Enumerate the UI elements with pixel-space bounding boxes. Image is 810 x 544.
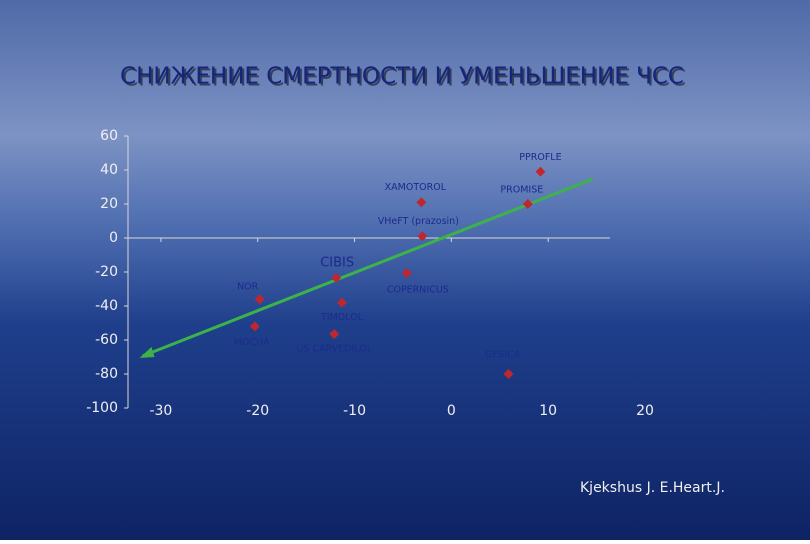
point [254, 294, 265, 305]
point-label: COPERNICUS [387, 285, 449, 296]
point-label: US CARVEDILOL [296, 344, 372, 355]
point-label: XAMOTOROL [385, 182, 447, 193]
point-label: PPROFLE [519, 152, 561, 163]
x-tick-label: -20 [246, 403, 269, 419]
x-tick-label: 10 [539, 403, 557, 419]
point [337, 297, 347, 308]
point-label: GESICA [485, 350, 521, 361]
point-label: MOCHA [234, 337, 270, 348]
point [329, 329, 340, 339]
y-tick-label: 40 [100, 162, 118, 178]
point [535, 166, 546, 177]
point [249, 321, 260, 332]
x-tick-label: -10 [343, 403, 366, 419]
x-tick-label: 0 [447, 403, 456, 419]
y-tick-label: -60 [95, 332, 118, 348]
point-label: CIBIS [320, 255, 354, 270]
point [331, 273, 342, 283]
trend-arrow [139, 346, 155, 358]
point-label: NOR [237, 282, 259, 293]
source: Kjekshus J. E.Heart.J. [580, 480, 725, 496]
x-tick-label: 20 [636, 403, 654, 419]
y-tick-label: -40 [95, 298, 118, 314]
point-label: VHeFT (prazosin) [378, 216, 459, 227]
trend-line [141, 177, 594, 358]
y-tick-label: -20 [95, 264, 118, 280]
y-tick-label: -100 [86, 400, 118, 416]
point [503, 369, 514, 379]
point [401, 268, 412, 278]
y-tick-label: 60 [100, 128, 118, 144]
point-label: TIMOLOL [320, 312, 364, 323]
point-label: PROMISE [500, 185, 543, 196]
y-tick-label: -80 [95, 366, 118, 382]
y-tick-label: 20 [100, 196, 118, 212]
title-shadow: СНИЖЕНИЕ СМЕРТНОСТИ И УМЕНЬШЕНИЕ ЧСС [122, 66, 686, 92]
y-tick-label: 0 [109, 230, 118, 246]
point [416, 197, 427, 208]
x-tick-label: -30 [149, 403, 172, 419]
point [522, 199, 533, 209]
chart-title: СНИЖЕНИЕ СМЕРТНОСТИ И УМЕНЬШЕНИЕ ЧСС [120, 64, 684, 90]
point [417, 231, 428, 242]
